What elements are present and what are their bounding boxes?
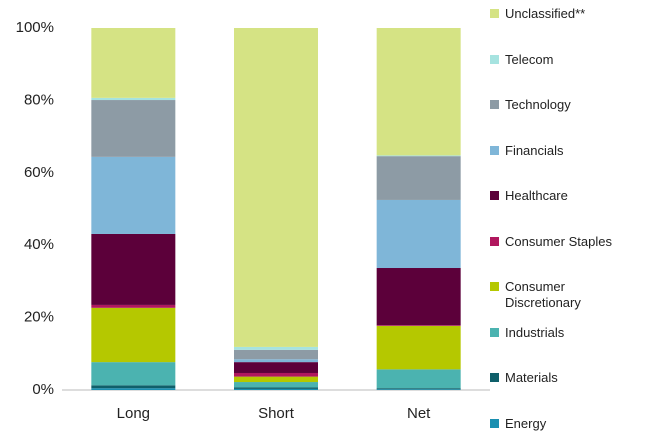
bar-segment	[234, 382, 318, 388]
bar-segment	[376, 199, 461, 269]
bar-segment	[234, 359, 318, 363]
bar-segment	[91, 97, 176, 101]
bar-segment	[234, 388, 318, 390]
bar-segment	[234, 362, 318, 373]
y-tick-label: 20%	[24, 309, 54, 326]
bar-segment	[376, 156, 461, 200]
bar-segment	[91, 304, 176, 308]
legend-label: Industrials	[505, 324, 565, 340]
legend-swatch	[490, 373, 499, 382]
bar-segment	[234, 376, 318, 383]
x-tick-label: Long	[117, 405, 150, 422]
bar-segment	[376, 155, 461, 157]
bar-segment	[376, 369, 461, 389]
y-tick-label: 80%	[24, 91, 54, 108]
bar-segment	[376, 388, 461, 390]
legend-item: Industrials	[490, 325, 564, 341]
bar-segment	[234, 346, 318, 350]
x-tick-label: Short	[258, 405, 295, 422]
bar-segment	[376, 325, 461, 370]
legend-swatch	[490, 191, 499, 200]
legend-label: Telecom	[505, 51, 554, 67]
y-tick-label: 100%	[16, 19, 54, 36]
y-tick-label: 60%	[24, 164, 54, 181]
bar-segment	[91, 233, 176, 305]
legend-item: Healthcare	[490, 188, 568, 204]
legend-label: Energy	[505, 415, 547, 431]
bar-segment	[234, 387, 318, 389]
legend-label: Technology	[505, 97, 571, 112]
y-tick-label: 40%	[24, 236, 54, 253]
legend-item: Financials	[490, 143, 564, 159]
legend-item: Materials	[490, 370, 558, 386]
legend-item: Consumer Staples	[490, 234, 612, 250]
legend-swatch	[490, 54, 499, 64]
legend-swatch	[490, 100, 499, 109]
bar-segment	[91, 307, 176, 363]
legend-label: Healthcare	[505, 188, 568, 203]
legend-item: Telecom	[490, 52, 553, 68]
legend-label: Consumer Staples	[505, 233, 612, 249]
bar-segment	[91, 156, 176, 234]
legend-swatch	[490, 145, 499, 155]
bar-segment	[234, 349, 318, 360]
legend-label: Unclassified**	[505, 6, 586, 21]
legend-swatch	[490, 418, 499, 428]
bar-segment	[376, 325, 461, 326]
bar-segment	[234, 28, 318, 347]
bar-segment	[234, 372, 318, 377]
x-tick-label: Net	[407, 405, 431, 422]
legend-item: Technology	[490, 97, 571, 113]
legend-swatch	[490, 236, 499, 246]
bar-segment	[91, 362, 176, 386]
bar-segment	[376, 268, 461, 326]
bar-segment	[376, 389, 461, 390]
legend-label: Consumer Discretionary	[505, 279, 581, 310]
legend-swatch	[490, 9, 499, 18]
legend-item: Energy	[490, 416, 546, 432]
bar-segment	[91, 28, 176, 98]
bar-segment	[91, 385, 176, 389]
bar-segment	[91, 100, 176, 157]
legend-label: Materials	[505, 370, 558, 385]
legend-label: Financials	[505, 142, 564, 158]
bar-segment	[91, 388, 176, 390]
legend-item: Consumer Discretionary	[490, 279, 630, 311]
legend-swatch	[490, 282, 499, 291]
legend-swatch	[490, 327, 499, 337]
legend-item: Unclassified**	[490, 6, 585, 22]
y-tick-label: 0%	[32, 381, 54, 398]
bar-segment	[376, 28, 461, 156]
